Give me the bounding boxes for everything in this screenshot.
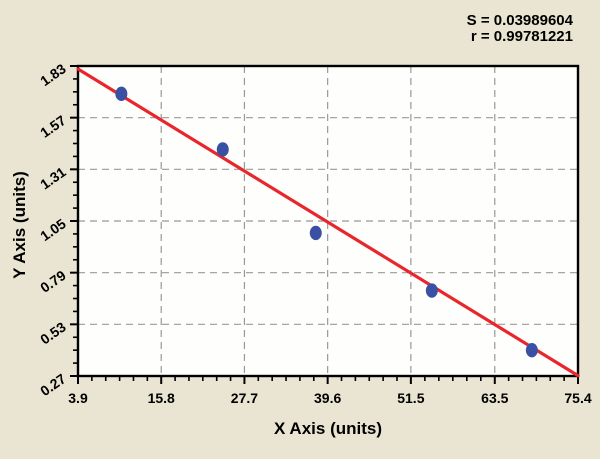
y-tick-label: 0.79 [37, 267, 69, 296]
data-point [309, 225, 322, 241]
y-axis-title: Y Axis (units) [10, 171, 29, 279]
y-tick-label: 1.57 [37, 112, 69, 141]
x-axis-title: X Axis (units) [274, 419, 382, 438]
plot-border [76, 64, 580, 378]
y-tick-label: 1.05 [37, 215, 69, 244]
x-tick-label: 3.9 [68, 390, 88, 406]
x-tick-label: 27.7 [231, 390, 258, 406]
s-value-label: S = 0.03989604 [466, 12, 573, 29]
data-point [216, 142, 229, 157]
y-tick-label: 1.83 [37, 60, 69, 89]
x-tick-label: 75.4 [564, 390, 591, 406]
x-tick-label: 15.8 [148, 390, 175, 406]
regression-line [76, 67, 580, 378]
x-tick-label: 51.5 [397, 390, 424, 406]
fit-statistics: S = 0.03989604 r = 0.99781221 [467, 13, 573, 45]
y-tick-label: 1.31 [37, 164, 69, 193]
data-point [525, 342, 538, 358]
x-tick-label: 39.6 [314, 390, 341, 406]
data-point [115, 86, 128, 102]
data-point [425, 283, 438, 298]
y-tick-label: 0.27 [37, 370, 69, 399]
x-tick-label: 63.5 [481, 390, 508, 406]
y-tick-label: 0.53 [37, 319, 69, 348]
r-value-label: r = 0.99781221 [470, 28, 573, 45]
